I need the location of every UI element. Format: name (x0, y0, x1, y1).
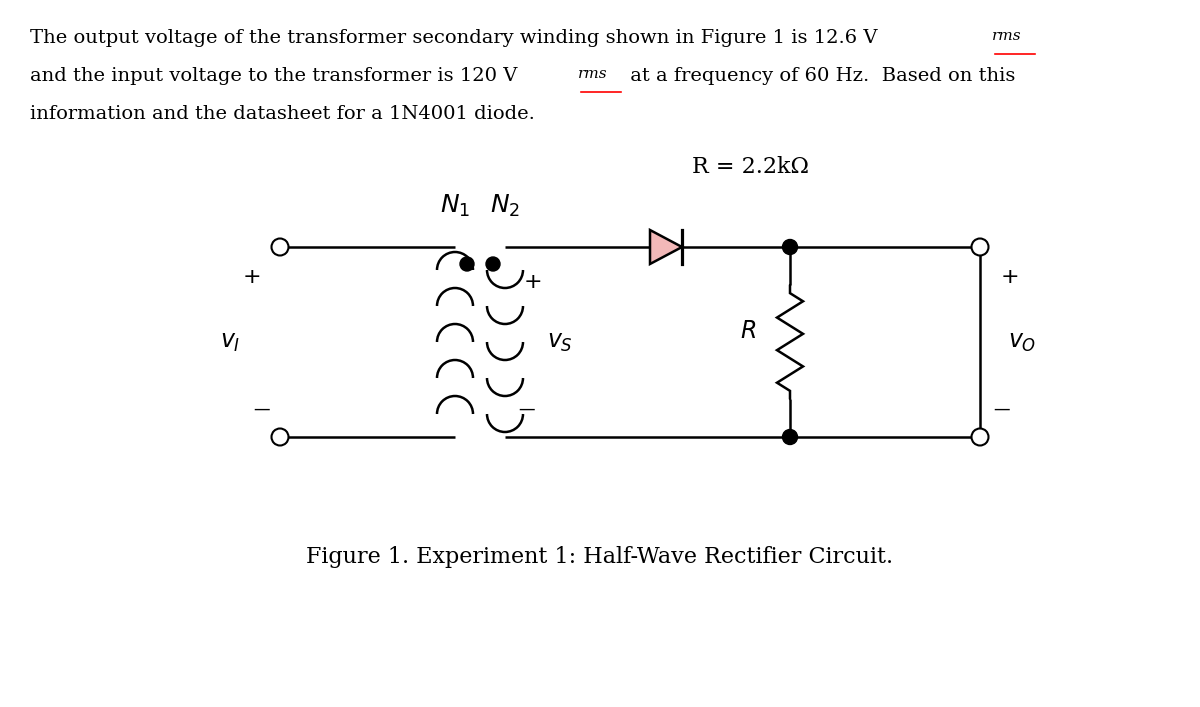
Text: The output voltage of the transformer secondary winding shown in Figure 1 is 12.: The output voltage of the transformer se… (30, 29, 877, 47)
Circle shape (271, 428, 288, 445)
Circle shape (271, 238, 288, 255)
Circle shape (782, 429, 798, 445)
Polygon shape (650, 230, 682, 264)
Text: $N_1$: $N_1$ (440, 193, 470, 219)
Text: and the input voltage to the transformer is 120 V: and the input voltage to the transformer… (30, 67, 517, 85)
Circle shape (486, 257, 500, 271)
Text: —: — (518, 400, 535, 418)
Circle shape (460, 257, 474, 271)
Text: $v_O$: $v_O$ (1008, 330, 1036, 354)
Text: +: + (1001, 267, 1019, 287)
Text: $v_I$: $v_I$ (220, 330, 240, 354)
Text: —: — (994, 400, 1010, 418)
Text: $R$: $R$ (740, 320, 756, 344)
Text: +: + (242, 267, 262, 287)
Circle shape (782, 240, 798, 255)
Text: $N_2$: $N_2$ (490, 193, 520, 219)
Circle shape (972, 428, 989, 445)
Text: R = 2.2kΩ: R = 2.2kΩ (691, 156, 809, 178)
Text: rms: rms (578, 67, 607, 81)
Text: +: + (523, 272, 542, 292)
Text: $v_S$: $v_S$ (547, 330, 572, 354)
Circle shape (972, 238, 989, 255)
Text: —: — (253, 400, 270, 418)
Text: at a frequency of 60 Hz.  Based on this: at a frequency of 60 Hz. Based on this (624, 67, 1015, 85)
Text: Figure 1. Experiment 1: Half-Wave Rectifier Circuit.: Figure 1. Experiment 1: Half-Wave Rectif… (306, 546, 894, 568)
Text: rms: rms (992, 29, 1021, 43)
Text: information and the datasheet for a 1N4001 diode.: information and the datasheet for a 1N40… (30, 105, 535, 123)
